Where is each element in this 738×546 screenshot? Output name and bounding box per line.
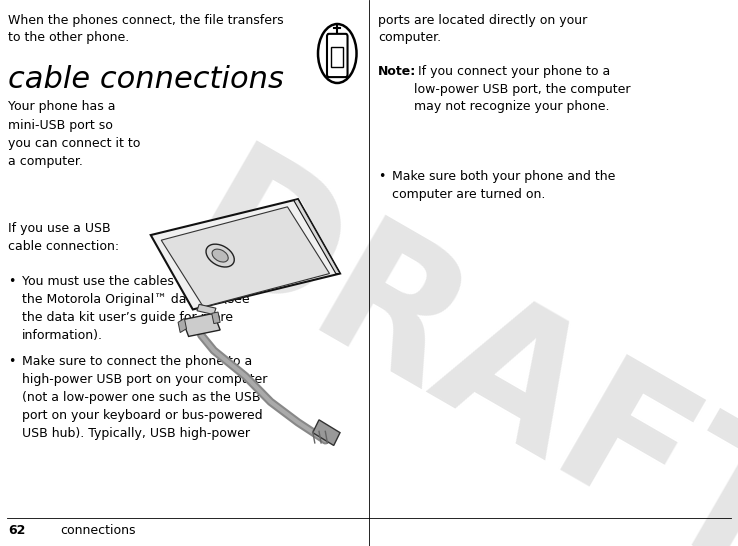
Polygon shape xyxy=(212,312,220,324)
Text: •: • xyxy=(378,170,385,183)
Polygon shape xyxy=(151,199,340,310)
Text: If you use a USB
cable connection:: If you use a USB cable connection: xyxy=(8,222,119,253)
Text: •: • xyxy=(8,355,15,368)
Ellipse shape xyxy=(206,244,234,267)
Text: Make sure both your phone and the
computer are turned on.: Make sure both your phone and the comput… xyxy=(392,170,615,201)
Polygon shape xyxy=(178,318,187,333)
Text: connections: connections xyxy=(60,524,136,537)
Text: •: • xyxy=(8,275,15,288)
Ellipse shape xyxy=(212,249,228,262)
Text: When the phones connect, the file transfers
to the other phone.: When the phones connect, the file transf… xyxy=(8,14,283,45)
Text: DRAFT: DRAFT xyxy=(154,135,738,546)
Text: If you connect your phone to a
low-power USB port, the computer
may not recogniz: If you connect your phone to a low-power… xyxy=(414,65,630,113)
Polygon shape xyxy=(197,304,216,314)
Polygon shape xyxy=(182,313,220,336)
Text: Make sure to connect the phone to a
high-power USB port on your computer
(not a : Make sure to connect the phone to a high… xyxy=(22,355,267,440)
Text: Note:: Note: xyxy=(378,65,416,78)
Text: 62: 62 xyxy=(8,524,25,537)
Polygon shape xyxy=(313,420,340,446)
Text: You must use the cables included with
the Motorola Original™ data kit (see
the d: You must use the cables included with th… xyxy=(22,275,262,342)
Text: Your phone has a
mini-USB port so
you can connect it to
a computer.: Your phone has a mini-USB port so you ca… xyxy=(8,100,140,169)
Text: cable connections: cable connections xyxy=(8,65,284,94)
Polygon shape xyxy=(161,207,329,307)
Text: ports are located directly on your
computer.: ports are located directly on your compu… xyxy=(378,14,587,45)
Polygon shape xyxy=(294,199,340,274)
